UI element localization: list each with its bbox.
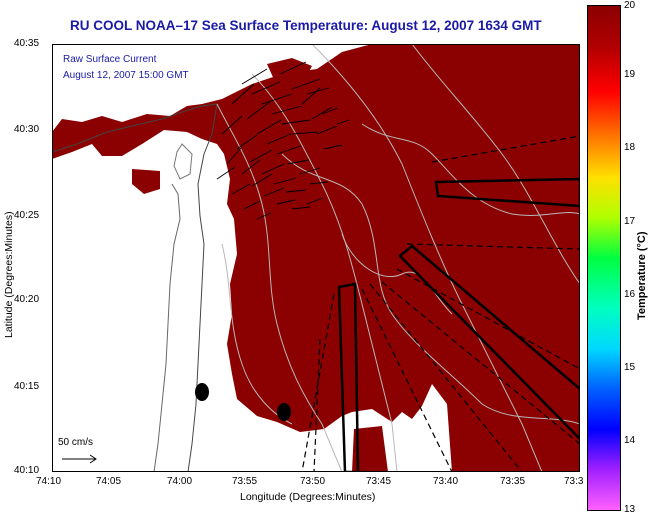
- y-axis-label: Latitude (Degrees:Minutes): [3, 211, 15, 338]
- colorbar-tick: 19: [624, 69, 636, 80]
- shipping-lanes: [301, 135, 580, 472]
- map-canvas: [52, 44, 580, 472]
- bay-outline: [173, 143, 193, 180]
- map-border: [52, 44, 580, 472]
- y-tick: 40:10: [14, 465, 40, 476]
- sst-patch-north: [267, 58, 312, 86]
- colorbar-tick: 15: [624, 362, 636, 373]
- colorbar-tick: 18: [624, 142, 636, 153]
- x-tick: 74:05: [96, 476, 122, 487]
- y-tick: 40:35: [14, 38, 40, 49]
- sst-map: [52, 44, 580, 472]
- sst-field: [52, 44, 580, 472]
- map-title: RU COOL NOAA–17 Sea Surface Temperature:…: [70, 18, 542, 33]
- y-tick: 40:15: [14, 381, 40, 392]
- y-tick: 40:30: [14, 124, 40, 135]
- sst-field-inshore: [234, 214, 252, 314]
- colorbar-tick: 14: [624, 435, 636, 446]
- colorbar-tick: 16: [624, 289, 636, 300]
- inset-label-date: August 12, 2007 15:00 GMT: [63, 70, 189, 81]
- coastline: [52, 103, 218, 472]
- sst-patch-west: [132, 169, 160, 194]
- x-tick: 73:45: [366, 476, 392, 487]
- x-tick: 74:00: [167, 476, 193, 487]
- station-marker-b: [277, 403, 291, 421]
- x-tick: 73:3: [564, 476, 584, 487]
- scale-arrow-icon: [62, 454, 97, 464]
- colorbar-tick: 17: [624, 216, 636, 227]
- colorbar-tick: 20: [624, 0, 636, 11]
- y-tick: 40:20: [14, 294, 40, 305]
- x-tick: 73:50: [300, 476, 326, 487]
- x-tick: 73:40: [433, 476, 459, 487]
- station-marker-a: [195, 383, 209, 401]
- colorbar: [587, 5, 621, 511]
- x-axis-label: Longitude (Degrees:Minutes): [240, 491, 376, 503]
- scale-label: 50 cm/s: [58, 437, 94, 448]
- coastline-inner: [153, 183, 181, 472]
- x-tick: 74:10: [36, 476, 62, 487]
- bathymetry-contours: [216, 44, 580, 472]
- current-vectors: [216, 61, 350, 220]
- y-tick: 40:25: [14, 210, 40, 221]
- colorbar-tick: 13: [624, 504, 636, 515]
- inset-label-currents: Raw Surface Current: [63, 54, 157, 65]
- x-tick: 73:55: [232, 476, 258, 487]
- colorbar-gradient: [588, 6, 620, 510]
- sst-patch-south: [352, 426, 388, 472]
- colorbar-label: Temperature (°C): [636, 231, 648, 320]
- x-tick: 73:35: [500, 476, 526, 487]
